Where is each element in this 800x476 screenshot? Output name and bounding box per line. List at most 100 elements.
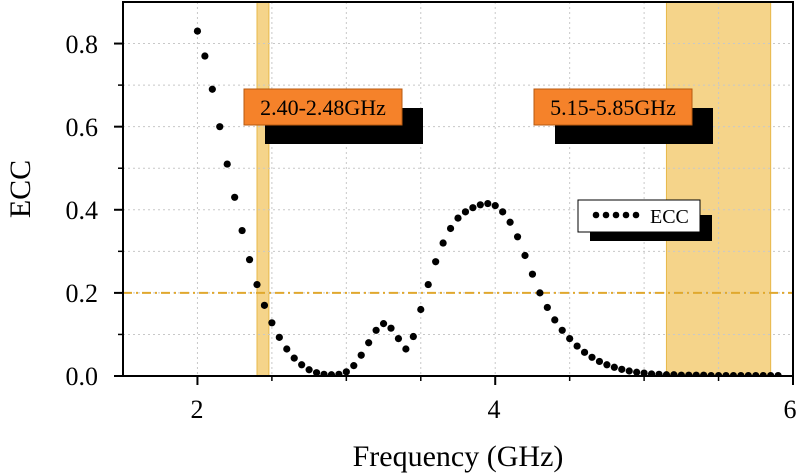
frequency-bands: [256, 1, 772, 377]
ecc-point-0: [193, 27, 202, 35]
ecc-point-69: [707, 371, 715, 376]
ecc-point-72: [729, 371, 738, 376]
ecc-point-47: [543, 303, 551, 312]
band-label-2p4: 2.40-2.48GHz: [243, 88, 423, 144]
x-tick-label-2: 6: [784, 395, 797, 424]
ecc-point-30: [417, 305, 425, 314]
ecc-point-21: [350, 362, 358, 370]
legend-dot-4: [632, 211, 640, 219]
ecc-point-36: [461, 208, 470, 216]
legend-dot-1: [602, 211, 610, 219]
x-axis-title: Frequency (GHz): [353, 440, 564, 473]
legend-ecc-label: ECC: [650, 206, 689, 228]
x-tick-labels: 2 4 6: [191, 395, 797, 424]
ecc-point-40: [491, 202, 499, 210]
ecc-point-38: [476, 201, 484, 209]
ecc-point-42: [506, 218, 514, 226]
ecc-point-46: [536, 289, 544, 297]
ecc-point-78: [774, 371, 782, 376]
ecc-point-35: [454, 214, 462, 222]
ecc-point-56: [610, 363, 618, 371]
legend-dot-2: [612, 211, 620, 219]
ecc-point-11: [275, 333, 283, 341]
ecc-point-54: [595, 357, 604, 366]
ecc-point-26: [387, 324, 395, 332]
ecc-point-8: [253, 280, 261, 289]
ecc-point-60: [640, 369, 648, 376]
ecc-point-6: [238, 226, 246, 235]
ecc-point-48: [551, 316, 559, 324]
ecc-point-12: [283, 345, 291, 353]
ecc-point-61: [647, 370, 656, 376]
plot-frame: [122, 1, 794, 377]
band-label-2p4-box: [243, 88, 403, 126]
axis-ticks: [114, 42, 794, 385]
legend-ecc-marker: [592, 211, 640, 219]
ecc-point-10: [268, 319, 276, 327]
ecc-point-33: [439, 239, 447, 247]
ecc-point-9: [260, 301, 269, 309]
ecc-point-2: [208, 85, 216, 93]
ecc-point-20: [342, 368, 350, 376]
ecc-point-70: [714, 371, 723, 376]
ecc-point-57: [618, 365, 626, 373]
ecc-point-67: [692, 371, 700, 376]
ecc-point-4: [223, 160, 231, 168]
ecc-point-23: [365, 339, 373, 347]
ecc-point-62: [655, 370, 663, 376]
ecc-point-16: [312, 369, 321, 376]
band-label-5g-box: [533, 88, 693, 126]
ecc-point-64: [670, 371, 678, 376]
ecc-point-59: [633, 368, 641, 376]
ecc-point-39: [484, 199, 492, 208]
ecc-point-41: [499, 208, 507, 216]
ecc-point-50: [566, 335, 574, 343]
ecc-point-32: [432, 258, 440, 266]
ecc-point-27: [394, 335, 403, 343]
y-tick-label-3: 0.6: [66, 113, 99, 142]
ecc-point-37: [469, 204, 477, 212]
ecc-point-3: [216, 123, 224, 131]
ecc-point-68: [700, 371, 708, 376]
ecc-point-18: [327, 371, 336, 376]
ecc-point-29: [409, 332, 417, 341]
legend-dot-3: [622, 211, 630, 219]
legend-dot-0: [592, 211, 600, 219]
ecc-point-73: [737, 371, 745, 376]
ecc-point-15: [305, 366, 313, 374]
ecc-point-31: [424, 280, 432, 289]
y-tick-label-0: 0.0: [66, 362, 99, 391]
legend: ECC: [577, 199, 712, 241]
ecc-point-51: [573, 342, 581, 350]
ecc-point-24: [372, 326, 380, 334]
y-tick-label-1: 0.2: [66, 279, 99, 308]
ecc-point-5: [231, 193, 239, 201]
ecc-point-49: [558, 326, 566, 334]
ecc-point-76: [759, 371, 767, 376]
y-tick-label-2: 0.4: [66, 196, 99, 225]
ecc-point-44: [521, 251, 529, 260]
ecc-point-7: [245, 256, 254, 264]
band-2p4-shade: [256, 1, 270, 377]
ecc-point-55: [603, 361, 611, 369]
band-label-2p4-text: 2.40-2.48GHz: [260, 95, 386, 120]
ecc-point-45: [528, 270, 537, 278]
ecc-point-77: [767, 371, 775, 376]
ecc-point-63: [662, 371, 671, 376]
grid: [123, 2, 793, 376]
ecc-point-19: [335, 370, 343, 376]
y-tick-label-4: 0.8: [66, 30, 99, 59]
ecc-point-75: [752, 371, 760, 376]
ecc-point-58: [625, 367, 633, 375]
ecc-point-22: [357, 351, 365, 359]
y-tick-labels: 0.0 0.2 0.4 0.6 0.8: [66, 30, 99, 391]
ecc-point-25: [379, 320, 388, 328]
ecc-series: [193, 27, 782, 376]
ecc-point-28: [402, 345, 410, 353]
ecc-point-65: [677, 371, 685, 376]
ecc-point-17: [320, 370, 328, 376]
ecc-point-1: [201, 52, 209, 60]
x-tick-label-0: 2: [191, 395, 204, 424]
band-label-5g-text: 5.15-5.85GHz: [550, 95, 676, 120]
